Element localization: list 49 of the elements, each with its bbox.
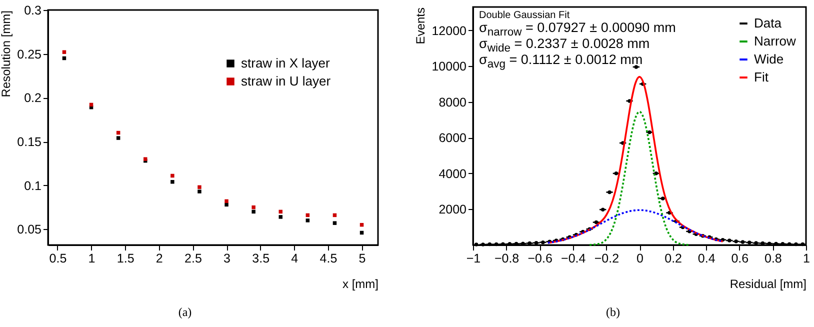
x-tick-label: 0.2 <box>664 252 682 266</box>
legend-label: straw in X layer <box>241 56 331 70</box>
x-tick-label: 0.4 <box>698 252 716 266</box>
x-axis-title: x [mm] <box>342 277 378 291</box>
x-tick-label: 4 <box>291 252 298 266</box>
y-tick-label: 8000 <box>438 95 467 110</box>
y-tick-label: 0.1 <box>24 178 42 193</box>
legend-label: Data <box>754 16 782 30</box>
x-tick-label: 0.6 <box>731 252 749 266</box>
y-tick-label: 12000 <box>432 24 467 38</box>
y-tick-label: 0.05 <box>17 222 42 237</box>
y-tick-label: 2000 <box>438 202 467 217</box>
annotation: σ$_{narrow}$ = 0.07927 ± 0.00090 mm <box>479 20 676 39</box>
y-tick-label: 4000 <box>438 166 467 181</box>
legend-label: Narrow <box>754 34 797 48</box>
y-tick-label: 0.15 <box>17 135 42 150</box>
annotation: σ$_{avg}$ = 0.1112 ± 0.0012 mm <box>479 52 643 71</box>
x-tick-label: 0 <box>636 252 644 266</box>
x-tick-label: 1 <box>88 252 96 266</box>
x-tick-label: 1.5 <box>116 252 134 266</box>
x-tick-label: 0.5 <box>49 252 67 266</box>
x-tick-label: 0.8 <box>764 252 782 266</box>
x-tick-label: 3 <box>224 252 231 266</box>
x-tick-label: 2.5 <box>184 252 202 266</box>
x-tick-label: −1 <box>466 252 481 266</box>
y-tick-label: 0.2 <box>24 91 42 106</box>
x-tick-label: 1 <box>803 252 810 266</box>
y-tick-label: 0.25 <box>17 47 42 62</box>
legend-label: straw in U layer <box>241 74 332 88</box>
x-tick-label: 5 <box>358 252 366 266</box>
x-tick-label: −0.8 <box>494 252 520 266</box>
x-tick-label: −0.2 <box>594 252 620 266</box>
text: (a) <box>178 305 192 320</box>
text: (b) <box>606 305 620 320</box>
annotation: Double Gaussian Fit <box>479 10 570 21</box>
y-tick-label: 0.3 <box>24 4 42 18</box>
annotation: σ$_{wide}$ = 0.2337 ± 0.0028 mm <box>479 36 650 55</box>
y-axis-title: Events <box>414 8 428 44</box>
y-tick-label: 10000 <box>432 60 467 74</box>
legend-label: Wide <box>754 52 784 66</box>
y-axis-title: Resolution [mm] <box>0 10 14 98</box>
x-tick-label: 3.5 <box>252 252 270 266</box>
legend-label: Fit <box>754 70 769 84</box>
x-tick-label: 4.5 <box>320 252 338 266</box>
y-tick-label: 6000 <box>438 131 467 146</box>
x-tick-label: −0.4 <box>561 252 586 266</box>
x-tick-label: −0.6 <box>528 252 552 266</box>
x-axis-title: Residual [mm] <box>730 277 806 291</box>
x-tick-label: 2 <box>156 252 163 266</box>
